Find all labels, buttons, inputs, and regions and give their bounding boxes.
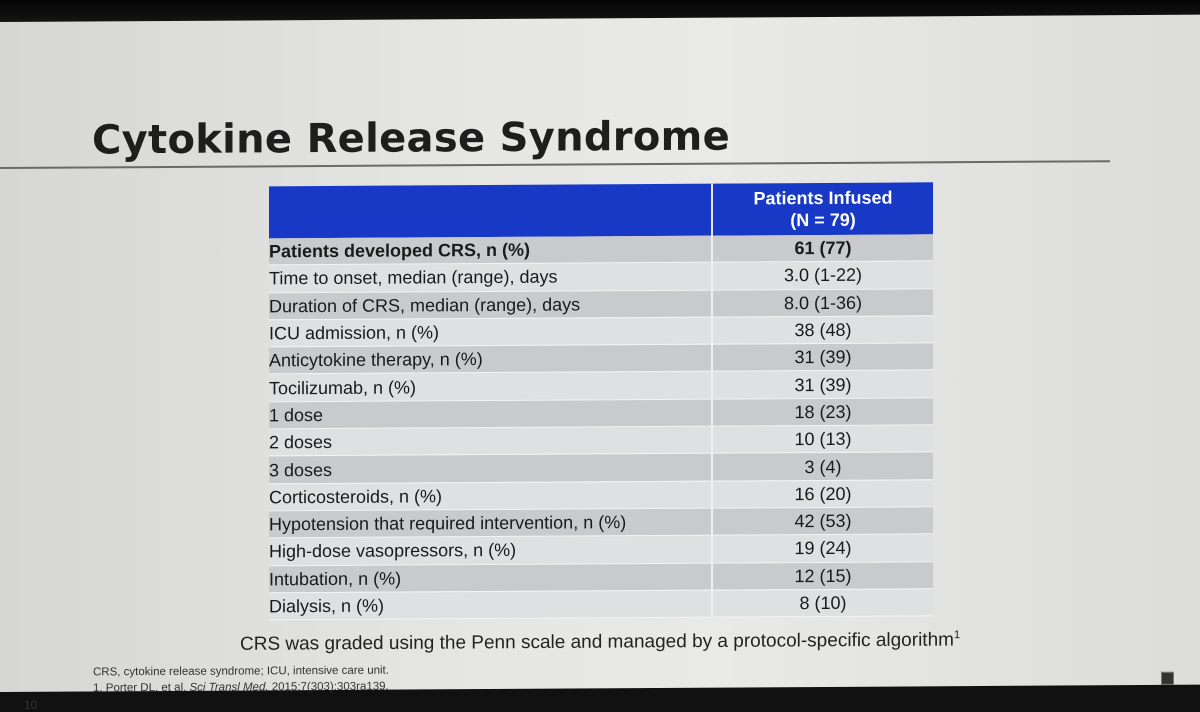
row-value: 61 (77) bbox=[712, 234, 933, 263]
row-value: 42 (53) bbox=[712, 506, 933, 536]
logo-square-icon bbox=[1161, 671, 1174, 685]
table-row: Dialysis, n (%) 8 (10) bbox=[269, 588, 933, 621]
row-value: 8 (10) bbox=[712, 588, 933, 618]
page-number: 10 bbox=[24, 697, 38, 712]
row-value: 3.0 (1-22) bbox=[712, 261, 933, 290]
header-value-cell: Patients Infused (N = 79) bbox=[712, 182, 933, 236]
table-row: Corticosteroids, n (%) 16 (20) bbox=[269, 479, 933, 511]
table-row: ICU admission, n (%) 38 (48) bbox=[269, 315, 933, 348]
row-value: 31 (39) bbox=[712, 370, 933, 399]
row-label: Patients developed CRS, n (%) bbox=[269, 235, 712, 266]
reference-suffix: 2015;7(303):303ra139. bbox=[268, 680, 389, 694]
table-row: Time to onset, median (range), days 3.0 … bbox=[269, 261, 933, 293]
grading-note-text: CRS was graded using the Penn scale and … bbox=[240, 629, 954, 655]
table-row: Tocilizumab, n (%) 31 (39) bbox=[269, 370, 933, 402]
table-header-row: Patients Infused (N = 79) bbox=[269, 182, 933, 239]
row-label: 3 doses bbox=[269, 453, 712, 484]
row-label: Time to onset, median (range), days bbox=[269, 262, 712, 293]
table-row: Intubation, n (%) 12 (15) bbox=[269, 561, 933, 593]
row-label: ICU admission, n (%) bbox=[269, 317, 712, 348]
row-label: Duration of CRS, median (range), days bbox=[269, 289, 712, 320]
slide-title: Cytokine Release Syndrome bbox=[92, 113, 731, 164]
reference-prefix: 1. Porter DL, et al. bbox=[93, 681, 190, 695]
table-row: Patients developed CRS, n (%) 61 (77) bbox=[269, 234, 933, 266]
table-row: 2 doses 10 (13) bbox=[269, 424, 933, 457]
reference-footnote: 1. Porter DL, et al. Sci Transl Med. 201… bbox=[93, 681, 389, 695]
table-row: Hypotension that required intervention, … bbox=[269, 506, 933, 539]
row-value: 10 (13) bbox=[712, 424, 933, 454]
row-value: 19 (24) bbox=[712, 534, 933, 563]
row-value: 31 (39) bbox=[712, 342, 933, 372]
row-label: Anticytokine therapy, n (%) bbox=[269, 344, 712, 375]
row-label: 1 dose bbox=[269, 398, 712, 429]
row-label: Dialysis, n (%) bbox=[269, 590, 712, 621]
row-value: 12 (15) bbox=[712, 561, 933, 591]
row-label: 2 doses bbox=[269, 426, 712, 457]
table-row: 1 dose 18 (23) bbox=[269, 397, 933, 429]
row-label: Intubation, n (%) bbox=[269, 562, 712, 593]
slide: Cytokine Release Syndrome Patients Infus… bbox=[0, 14, 1200, 712]
row-value: 3 (4) bbox=[712, 452, 933, 481]
table-row: High-dose vasopressors, n (%) 19 (24) bbox=[269, 534, 933, 566]
header-label-cell bbox=[269, 183, 712, 239]
abbreviations-footnote: CRS, cytokine release syndrome; ICU, int… bbox=[93, 664, 389, 679]
row-label: Corticosteroids, n (%) bbox=[269, 480, 712, 511]
table-row: Anticytokine therapy, n (%) 31 (39) bbox=[269, 342, 933, 375]
grading-note: CRS was graded using the Penn scale and … bbox=[240, 629, 960, 656]
row-value: 38 (48) bbox=[712, 315, 933, 345]
row-value: 8.0 (1-36) bbox=[712, 288, 933, 318]
row-value: 16 (20) bbox=[712, 479, 933, 509]
row-value: 18 (23) bbox=[712, 397, 933, 427]
row-label: High-dose vasopressors, n (%) bbox=[269, 535, 712, 566]
table-row: 3 doses 3 (4) bbox=[269, 452, 933, 484]
header-value-line1: Patients Infused bbox=[753, 187, 893, 209]
row-label: Hypotension that required intervention, … bbox=[269, 508, 712, 539]
grading-note-reference-mark: 1 bbox=[953, 629, 961, 642]
header-value-line2: (N = 79) bbox=[790, 209, 856, 231]
table-row: Duration of CRS, median (range), days 8.… bbox=[269, 288, 933, 320]
row-label: Tocilizumab, n (%) bbox=[269, 371, 712, 402]
crs-table: Patients Infused (N = 79) Patients devel… bbox=[269, 182, 933, 621]
